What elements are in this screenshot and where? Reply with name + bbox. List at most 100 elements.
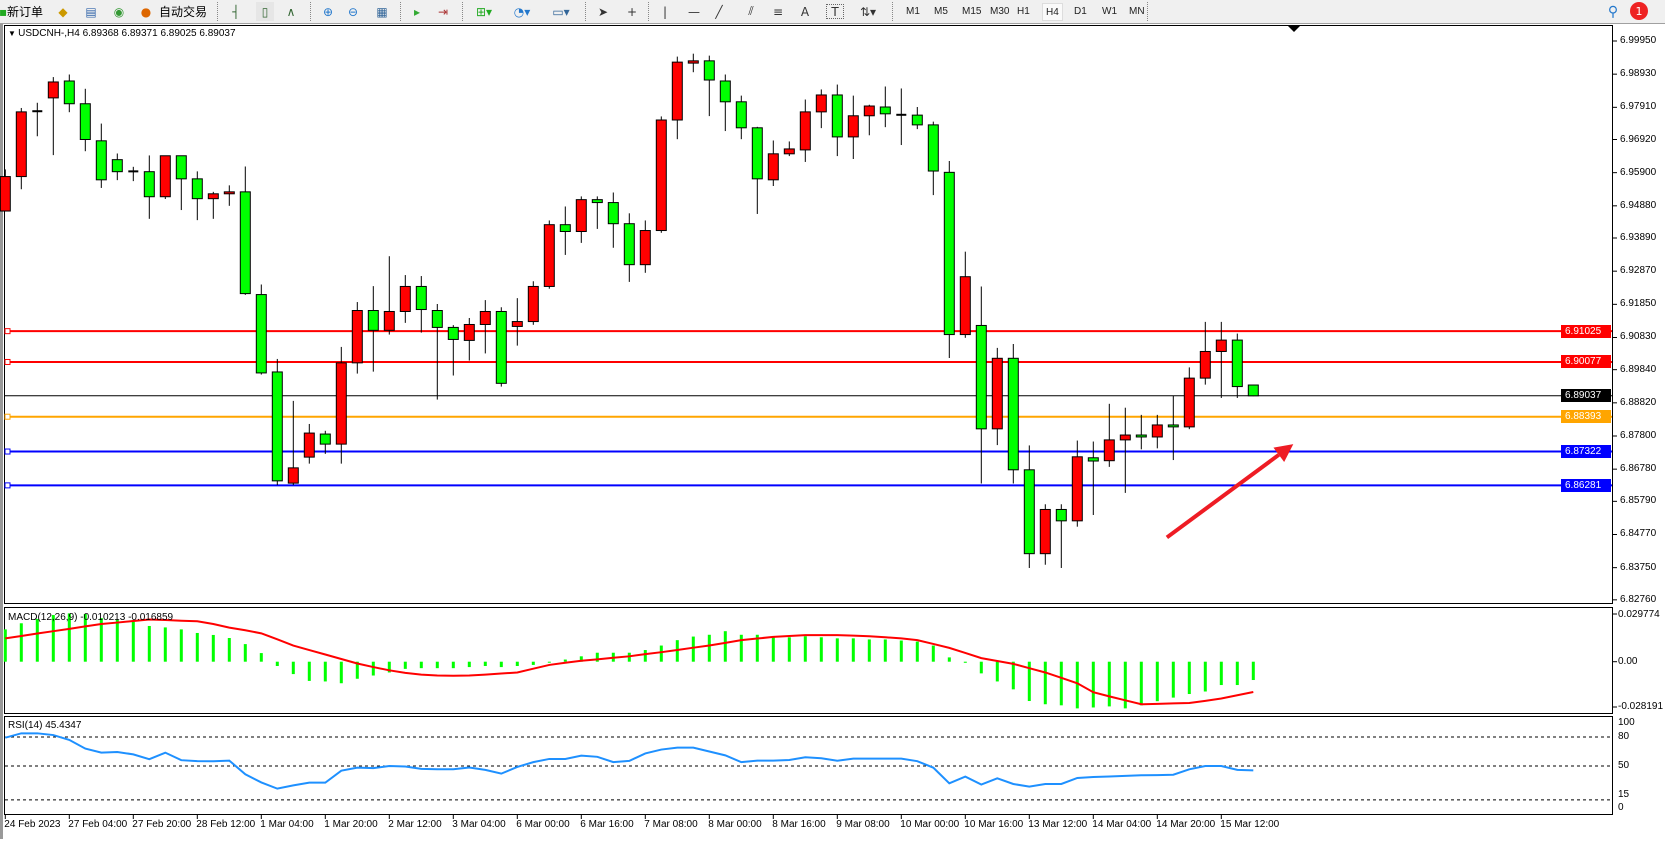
candle-bear <box>367 310 379 331</box>
macd-histogram-bar <box>899 640 903 662</box>
price-axis-label: 6.91850 <box>1620 298 1657 310</box>
macd-histogram-bar <box>371 661 375 676</box>
navigator-icon[interactable]: ▤ <box>85 4 97 19</box>
candle-bull <box>543 224 555 287</box>
auto-scroll-icon[interactable]: ▸ <box>413 4 421 19</box>
macd-histogram-bar <box>963 661 967 663</box>
crosshair-icon[interactable]: + <box>626 4 638 19</box>
candle-bull <box>991 357 1003 430</box>
line-chart-icon[interactable]: ∧ <box>286 4 296 19</box>
auto-trading-icon[interactable]: ● <box>140 4 152 19</box>
macd-histogram-bar <box>547 661 551 663</box>
macd-histogram-bar <box>419 661 423 669</box>
equidistant-channel-icon[interactable]: ⫽ <box>748 4 754 18</box>
candle-bear <box>831 94 843 138</box>
zoom-in-icon[interactable]: ⊕ <box>322 4 334 19</box>
candle-bear <box>1087 457 1099 462</box>
signals-icon[interactable]: ◉ <box>113 4 125 19</box>
new-order-icon[interactable]: ▪ <box>0 4 8 19</box>
price-axis-label: 6.89840 <box>1620 363 1657 375</box>
price-line-tag: 6.88393 <box>1561 410 1611 424</box>
timeframe-mn[interactable]: MN <box>1129 6 1145 17</box>
chart-canvas[interactable] <box>0 24 1665 839</box>
macd-histogram-bar <box>691 636 695 662</box>
periods-icon[interactable]: ◔▾ <box>513 4 531 19</box>
price-axis-label: 6.85790 <box>1620 495 1657 507</box>
tile-windows-icon[interactable]: ▦ <box>376 4 388 19</box>
candle-bear <box>975 324 987 430</box>
macd-histogram-bar <box>467 661 471 668</box>
timeframe-h1[interactable]: H1 <box>1017 6 1030 17</box>
candle-bull <box>0 176 11 212</box>
price-line-tag: 6.89037 <box>1561 389 1611 403</box>
macd-histogram-bar <box>483 661 487 667</box>
macd-histogram-bar <box>355 661 359 679</box>
rsi-axis-label: 80 <box>1618 731 1630 742</box>
macd-histogram-bar <box>563 659 567 662</box>
candle-bull <box>783 148 795 155</box>
text-label-icon[interactable]: T <box>826 4 844 19</box>
candle-bull <box>1039 508 1051 555</box>
macd-histogram-bar <box>515 661 519 667</box>
time-axis-label: 8 Mar 00:00 <box>708 819 762 830</box>
candle-bull <box>687 60 699 64</box>
price-axis-label: 6.90830 <box>1620 331 1657 343</box>
timeframe-w1[interactable]: W1 <box>1102 6 1117 17</box>
macd-histogram-bar <box>883 639 887 662</box>
macd-histogram-bar <box>595 652 599 662</box>
macd-histogram-bar <box>1187 661 1191 695</box>
candle-bull <box>863 105 875 117</box>
macd-histogram-bar <box>867 639 871 662</box>
auto-trading-button[interactable]: 自动交易 <box>158 5 207 19</box>
price-axis-label: 6.83750 <box>1620 561 1657 573</box>
candle-bear <box>79 103 91 141</box>
macd-histogram-bar <box>931 645 935 662</box>
timeframe-m30[interactable]: M30 <box>990 6 1010 17</box>
candlestick-icon[interactable]: ▯ <box>256 2 274 21</box>
horizontal-line-icon[interactable]: — <box>688 4 700 19</box>
timeframe-h4[interactable]: H4 <box>1042 3 1063 21</box>
candle-bull <box>335 362 347 445</box>
notification-icon[interactable]: 1 <box>1630 2 1648 20</box>
new-order-button[interactable]: 新订单 <box>6 5 43 19</box>
time-axis-label: 13 Mar 12:00 <box>1028 819 1088 830</box>
bar-chart-icon[interactable]: ┤ <box>232 4 240 19</box>
timeframe-m1[interactable]: M1 <box>906 6 920 17</box>
macd-histogram-bar <box>771 637 775 662</box>
candle-bull <box>527 285 539 323</box>
market-watch-icon[interactable]: ◆ <box>58 4 68 19</box>
candle-bull <box>47 81 59 99</box>
search-icon[interactable]: ⚲ <box>1607 3 1619 20</box>
timeframe-m15[interactable]: M15 <box>962 6 982 17</box>
cursor-icon[interactable]: ➤ <box>597 4 609 19</box>
text-icon[interactable]: A <box>800 4 810 19</box>
horizontal-line-handle <box>4 328 11 335</box>
candle-bull <box>1103 439 1115 462</box>
zoom-out-icon[interactable]: ⊖ <box>347 4 359 19</box>
arrows-icon[interactable]: ⇅▾ <box>859 4 877 19</box>
macd-histogram-bar <box>1075 661 1079 709</box>
vertical-line-icon[interactable]: | <box>662 4 668 19</box>
candle-bull <box>1071 456 1083 522</box>
indicators-icon[interactable]: ⊞▾ <box>475 4 493 19</box>
time-axis-label: 2 Mar 12:00 <box>388 819 442 830</box>
candle-bear <box>735 101 747 129</box>
fibonacci-icon[interactable]: ≡ <box>772 4 784 19</box>
candle-bear <box>591 199 603 204</box>
price-line-tag: 6.86281 <box>1561 478 1611 492</box>
chart-window[interactable] <box>0 24 1665 839</box>
templates-icon[interactable]: ▭▾ <box>552 4 570 19</box>
chart-legend: ▼ USDCNH-,H4 6.89368 6.89371 6.89025 6.8… <box>8 28 236 39</box>
time-axis-label: 10 Mar 00:00 <box>900 819 960 830</box>
macd-histogram-bar <box>1091 661 1095 708</box>
macd-histogram-bar <box>1107 661 1111 707</box>
timeframe-d1[interactable]: D1 <box>1074 6 1087 17</box>
macd-histogram-bar <box>435 661 439 669</box>
legend-menu-icon[interactable]: ▼ <box>8 29 19 38</box>
timeframe-m5[interactable]: M5 <box>934 6 948 17</box>
candle-bear <box>911 114 923 126</box>
price-axis-label: 6.95900 <box>1620 166 1657 178</box>
macd-histogram-bar <box>307 661 311 681</box>
trendline-icon[interactable]: ╱ <box>715 4 723 19</box>
chart-shift-icon[interactable]: ⇥ <box>437 4 449 19</box>
